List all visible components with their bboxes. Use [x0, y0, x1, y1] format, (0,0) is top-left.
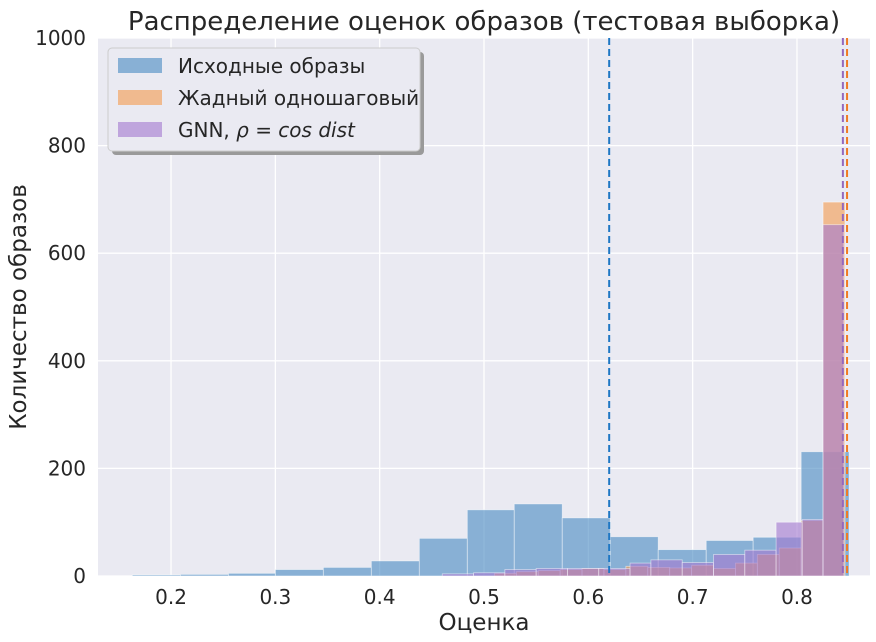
- legend-swatch-original: [118, 58, 162, 73]
- histogram-bar-series-2: [504, 569, 537, 577]
- histogram-bar-series-0: [180, 573, 229, 577]
- histogram-bar-series-0: [274, 569, 324, 577]
- x-tick-label: 0.5: [468, 585, 500, 609]
- histogram-bar-series-0: [513, 503, 563, 577]
- y-tick-label: 400: [48, 349, 86, 373]
- x-tick-label: 0.6: [572, 585, 604, 609]
- histogram-bar-series-2: [473, 572, 506, 577]
- x-tick-label: 0.7: [677, 585, 709, 609]
- legend-swatch-greedy: [118, 90, 162, 105]
- histogram-bar-series-0: [466, 509, 515, 577]
- histogram-bar-series-0: [322, 566, 372, 577]
- x-axis-label: Оценка: [439, 610, 530, 636]
- x-tick-label: 0.4: [364, 585, 396, 609]
- mean-lines: [608, 38, 849, 576]
- histogram-bar-series-2: [822, 224, 845, 577]
- histogram-bar-series-2: [744, 549, 777, 577]
- y-tick-label: 600: [48, 241, 86, 265]
- y-axis-label: Количество образов: [6, 184, 32, 430]
- histogram-bar-series-2: [567, 568, 600, 577]
- histogram-bar-series-2: [629, 562, 652, 577]
- x-tick-label: 0.3: [259, 585, 291, 609]
- legend-label-gnn: GNN, ρ = cos dist: [178, 118, 356, 142]
- legend-label-greedy: Жадный одношаговый: [178, 86, 419, 110]
- legend-box: [107, 47, 421, 152]
- histogram-bar-series-0: [370, 560, 420, 577]
- chart-title: Распределение оценок образов (тестовая в…: [128, 7, 840, 37]
- legend-label-gnn-math: ρ = cos dist: [236, 118, 356, 142]
- histogram-bar-series-2: [441, 573, 474, 577]
- histogram-bar-series-0: [228, 572, 276, 577]
- y-tick-label: 0: [73, 564, 86, 588]
- histogram-bar-series-2: [650, 559, 683, 577]
- histogram-bar-series-0: [561, 517, 611, 577]
- legend-label-original: Исходные образы: [178, 54, 365, 78]
- x-tick-label: 0.2: [155, 585, 187, 609]
- y-axis-ticks: 0 200 400 600 800 1000: [35, 26, 86, 588]
- histogram-bar-series-2: [713, 554, 746, 577]
- histogram-bar-series-2: [598, 568, 631, 577]
- histogram-bars: [132, 201, 850, 577]
- legend: Исходные образы Жадный одношаговый GNN, …: [107, 47, 424, 155]
- y-tick-label: 800: [48, 134, 86, 158]
- x-axis-ticks: 0.2 0.3 0.4 0.5 0.6 0.7 0.8: [155, 585, 813, 609]
- histogram-bar-series-0: [418, 537, 468, 577]
- legend-swatch-gnn: [118, 122, 162, 137]
- histogram-bar-series-2: [681, 562, 714, 577]
- legend-label-gnn-prefix: GNN,: [178, 118, 236, 142]
- y-tick-label: 200: [48, 456, 86, 480]
- histogram-bar-series-2: [801, 519, 824, 577]
- histogram-bar-series-0: [132, 574, 181, 577]
- x-tick-label: 0.8: [781, 585, 813, 609]
- y-tick-label: 1000: [35, 26, 86, 50]
- histogram-bar-series-2: [775, 521, 803, 577]
- histogram-bar-series-2: [535, 568, 568, 577]
